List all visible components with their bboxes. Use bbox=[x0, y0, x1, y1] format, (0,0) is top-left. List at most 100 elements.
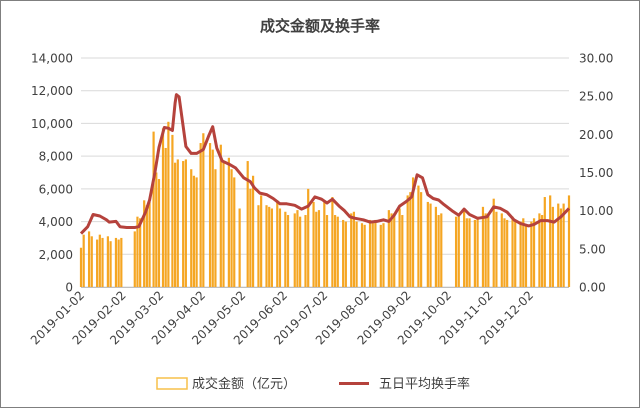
bar bbox=[336, 216, 339, 287]
bar bbox=[360, 223, 364, 287]
bar bbox=[371, 221, 374, 287]
y-right-tick-label: 10.00 bbox=[579, 204, 613, 218]
bar bbox=[500, 213, 503, 287]
bar bbox=[379, 224, 382, 287]
bar bbox=[352, 211, 356, 287]
bar bbox=[387, 210, 390, 287]
bar bbox=[222, 162, 225, 287]
bar bbox=[315, 211, 318, 287]
bar bbox=[167, 121, 170, 288]
y-left-tick-label: 4,000 bbox=[39, 215, 73, 229]
y-left-tick-label: 14,000 bbox=[31, 52, 73, 66]
bar bbox=[411, 177, 415, 287]
bar bbox=[199, 143, 202, 287]
bar bbox=[409, 192, 412, 287]
bar bbox=[524, 224, 528, 287]
y-left-tick-label: 2,000 bbox=[39, 248, 73, 262]
bar bbox=[481, 206, 485, 287]
bar bbox=[312, 201, 315, 287]
bar bbox=[90, 236, 93, 287]
bar bbox=[532, 218, 536, 287]
bar bbox=[139, 218, 142, 287]
bar bbox=[202, 133, 205, 287]
bar bbox=[374, 219, 377, 287]
bar bbox=[398, 208, 401, 287]
bar bbox=[161, 128, 165, 287]
bar bbox=[176, 159, 179, 287]
bar bbox=[417, 185, 420, 287]
bar bbox=[171, 134, 174, 287]
bar bbox=[342, 219, 345, 287]
bar bbox=[155, 172, 158, 287]
bar bbox=[530, 221, 533, 287]
legend-bar-swatch bbox=[156, 377, 188, 390]
bar bbox=[184, 159, 187, 287]
y-left-tick-label: 8,000 bbox=[39, 150, 73, 164]
y-right-tick-label: 25.00 bbox=[579, 90, 613, 104]
bar bbox=[192, 175, 196, 287]
y-left-tick-label: 12,000 bbox=[31, 84, 73, 98]
bar bbox=[109, 241, 112, 287]
bar bbox=[227, 157, 230, 287]
y-left-tick-label: 0 bbox=[65, 281, 73, 295]
y-right-tick-label: 20.00 bbox=[579, 128, 613, 142]
y-right-tick-label: 30.00 bbox=[579, 52, 613, 66]
bar bbox=[551, 206, 554, 287]
bar bbox=[557, 203, 560, 287]
bar bbox=[270, 208, 273, 287]
bar bbox=[406, 195, 409, 287]
bar bbox=[148, 201, 151, 287]
chart-title: 成交金额及换手率 bbox=[260, 17, 380, 35]
bar bbox=[307, 188, 310, 287]
bar bbox=[157, 179, 161, 287]
bar bbox=[238, 208, 241, 287]
bar bbox=[514, 221, 517, 287]
bar bbox=[182, 161, 185, 287]
bar bbox=[143, 200, 146, 287]
bar bbox=[278, 208, 282, 287]
bar bbox=[230, 169, 233, 287]
bar bbox=[434, 206, 438, 287]
bar bbox=[317, 210, 321, 287]
bar bbox=[426, 201, 429, 287]
bar bbox=[538, 213, 541, 287]
bar bbox=[87, 231, 91, 287]
bar bbox=[286, 215, 290, 287]
bar bbox=[429, 203, 432, 287]
bar bbox=[174, 162, 177, 287]
legend: 成交金额（亿元） 五日平均换手率 bbox=[156, 376, 470, 392]
bar bbox=[368, 219, 372, 287]
bar bbox=[363, 224, 366, 287]
legend-line-label: 五日平均换手率 bbox=[379, 376, 470, 392]
bar bbox=[457, 215, 460, 287]
bar bbox=[299, 216, 302, 287]
bar bbox=[465, 218, 468, 287]
y-right-tick-label: 5.00 bbox=[579, 242, 606, 256]
bar bbox=[145, 205, 148, 287]
bar bbox=[440, 213, 443, 287]
bar bbox=[437, 215, 440, 287]
bar bbox=[164, 147, 167, 287]
bar bbox=[101, 237, 104, 287]
bar bbox=[492, 198, 495, 287]
bar bbox=[249, 188, 252, 287]
bar bbox=[541, 215, 544, 287]
bar bbox=[503, 218, 506, 287]
bar bbox=[276, 200, 279, 287]
turnover-line bbox=[79, 93, 571, 235]
bar bbox=[251, 175, 255, 287]
bar bbox=[304, 215, 307, 287]
bar bbox=[323, 201, 326, 287]
bar bbox=[519, 221, 522, 287]
bar bbox=[79, 247, 83, 287]
bar bbox=[293, 213, 296, 287]
bar bbox=[454, 216, 458, 287]
bar bbox=[96, 239, 99, 287]
bar bbox=[152, 131, 155, 287]
y-left-tick-label: 10,000 bbox=[31, 117, 73, 131]
bar bbox=[268, 206, 271, 287]
bar bbox=[120, 237, 123, 287]
bar bbox=[390, 213, 393, 287]
bar bbox=[190, 169, 193, 287]
